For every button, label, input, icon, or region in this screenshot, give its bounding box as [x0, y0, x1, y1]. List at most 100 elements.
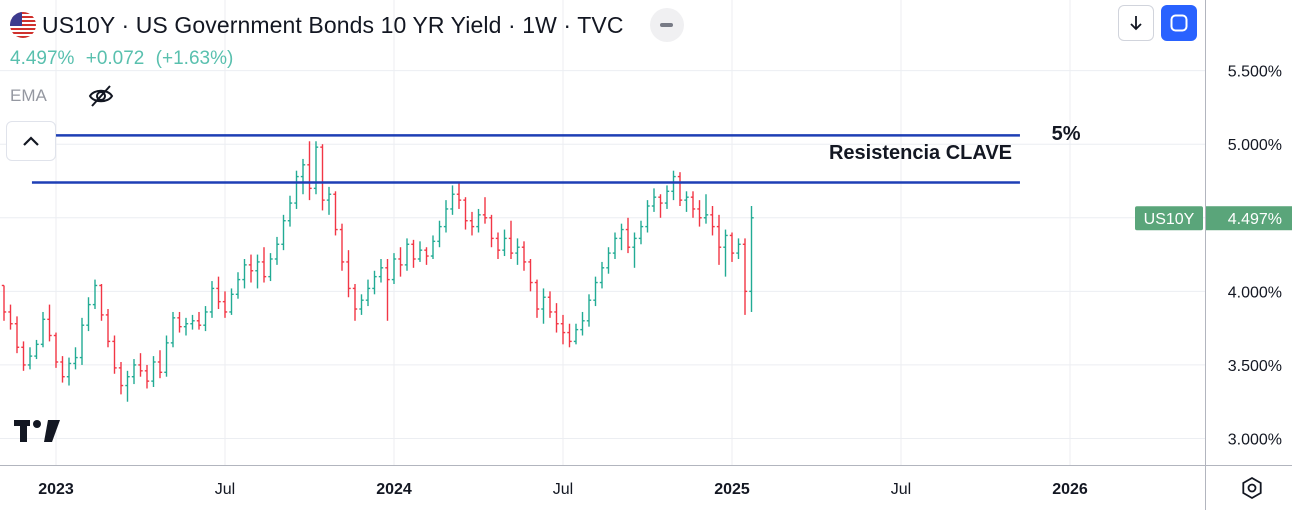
- ohlc-bar: [73, 347, 78, 370]
- ohlc-bar: [268, 253, 273, 282]
- x-tick-label: Jul: [891, 481, 911, 498]
- ohlc-bar: [378, 258, 384, 283]
- ohlc-bar: [476, 208, 481, 233]
- ohlc-bar: [203, 306, 208, 332]
- ohlc-bar: [599, 261, 605, 289]
- ohlc-bar: [372, 270, 377, 295]
- indicator-legend: EMA: [10, 82, 115, 110]
- ohlc-bar: [333, 191, 338, 236]
- ohlc-bar: [222, 291, 228, 318]
- ohlc-bar: [385, 258, 390, 321]
- ohlc-bar: [482, 197, 488, 224]
- ohlc-bar: [287, 195, 293, 227]
- annotation-5pct[interactable]: 5%: [1052, 123, 1081, 145]
- y-tick-label: 5.500%: [1228, 64, 1282, 81]
- y-tick-label: 4.000%: [1228, 284, 1282, 301]
- ohlc-bar: [125, 370, 130, 402]
- ohlc-bar: [209, 281, 215, 318]
- ohlc-bar: [658, 194, 663, 218]
- series-name-label: US10Y: [1144, 211, 1195, 228]
- ohlc-bar: [567, 323, 572, 348]
- last-price-label: 4.497%: [1228, 211, 1282, 228]
- us-flag-icon: [10, 12, 36, 38]
- collapse-button[interactable]: [6, 121, 56, 161]
- annotation-resistencia-clave[interactable]: Resistencia CLAVE: [829, 142, 1012, 164]
- gear-icon[interactable]: [1240, 476, 1264, 500]
- ohlc-bar: [196, 311, 202, 330]
- eye-off-icon[interactable]: [87, 82, 115, 110]
- ohlc-bar: [606, 247, 611, 274]
- quote-row: 4.497% +0.072 (+1.63%): [10, 48, 239, 70]
- ohlc-bar: [183, 317, 189, 336]
- ohlc-bar: [742, 238, 748, 315]
- ohlc-bar: [443, 200, 449, 233]
- ohlc-bar: [261, 247, 267, 283]
- ohlc-bar: [47, 304, 52, 342]
- ohlc-bar: [326, 186, 332, 215]
- x-tick-label: 2023: [38, 481, 74, 498]
- symbol-header: US10Y · US Government Bonds 10 YR Yield …: [10, 8, 684, 42]
- ohlc-bar: [651, 188, 657, 212]
- ohlc-bar: [60, 356, 65, 383]
- ohlc-bar: [456, 182, 462, 209]
- ohlc-bar: [528, 258, 533, 292]
- minus-icon: [660, 23, 674, 27]
- y-tick-label: 5.000%: [1228, 137, 1282, 154]
- ohlc-bar: [339, 223, 345, 271]
- y-tick-label: 3.500%: [1228, 358, 1282, 375]
- ohlc-bar: [92, 279, 98, 310]
- ohlc-bar: [151, 356, 156, 388]
- ohlc-bar: [521, 241, 527, 271]
- ohlc-bar: [463, 197, 468, 230]
- ohlc-bar: [404, 238, 410, 271]
- ohlc-bar: [638, 220, 644, 245]
- ohlc-bar: [164, 335, 169, 377]
- ohlc-bars: [1, 141, 754, 402]
- ohlc-bar: [554, 303, 559, 333]
- ohlc-bar: [417, 241, 423, 262]
- download-button[interactable]: [1118, 5, 1154, 41]
- ohlc-bar: [177, 311, 182, 333]
- ohlc-bar: [359, 294, 364, 315]
- price-change: +0.072: [85, 48, 145, 69]
- ohlc-bar: [430, 235, 436, 259]
- ohlc-bar: [645, 200, 650, 233]
- ohlc-bar: [560, 314, 566, 345]
- ohlc-bar: [580, 311, 585, 336]
- ohlc-bar: [534, 279, 540, 318]
- ohlc-bar: [398, 247, 403, 277]
- ohlc-bar: [749, 206, 754, 312]
- ohlc-bar: [170, 311, 176, 348]
- ohlc-bar: [27, 347, 33, 370]
- ohlc-bar: [684, 191, 689, 212]
- time-axis[interactable]: 2023 Jul 2024 Jul 2025 Jul 2026: [38, 481, 1088, 498]
- ohlc-bar: [86, 297, 91, 332]
- drawing-annotations[interactable]: 5% Resistencia CLAVE: [21, 123, 1081, 184]
- ohlc-bar: [690, 191, 696, 218]
- ohlc-bar: [411, 239, 416, 268]
- ohlc-bar: [242, 258, 247, 289]
- ohlc-bar: [144, 364, 150, 389]
- ohlc-bar: [723, 229, 728, 277]
- ohlc-bar: [40, 311, 46, 348]
- ohlc-bar: [229, 288, 234, 315]
- price-axis[interactable]: 3.000%3.500%4.000%4.500%5.000%5.500%US10…: [1135, 64, 1292, 449]
- ohlc-bar: [586, 294, 592, 327]
- ohlc-bar: [352, 284, 358, 321]
- ohlc-bar: [14, 316, 20, 354]
- ohlc-bar: [502, 229, 507, 257]
- collapse-legend-button[interactable]: [649, 8, 684, 42]
- fullscreen-mode-button[interactable]: [1161, 5, 1197, 41]
- ohlc-bar: [664, 185, 670, 209]
- ema-label[interactable]: EMA: [10, 86, 47, 105]
- ohlc-bar: [300, 158, 306, 195]
- ohlc-bar: [469, 211, 475, 236]
- y-tick-label: 3.000%: [1228, 432, 1282, 449]
- ohlc-bar: [1, 284, 7, 321]
- ohlc-bar: [391, 253, 397, 285]
- series-name-badge: [1135, 206, 1203, 231]
- ohlc-bar: [716, 214, 722, 265]
- price-change-percent: (+1.63%): [155, 48, 234, 69]
- x-tick-label: 2026: [1052, 481, 1088, 498]
